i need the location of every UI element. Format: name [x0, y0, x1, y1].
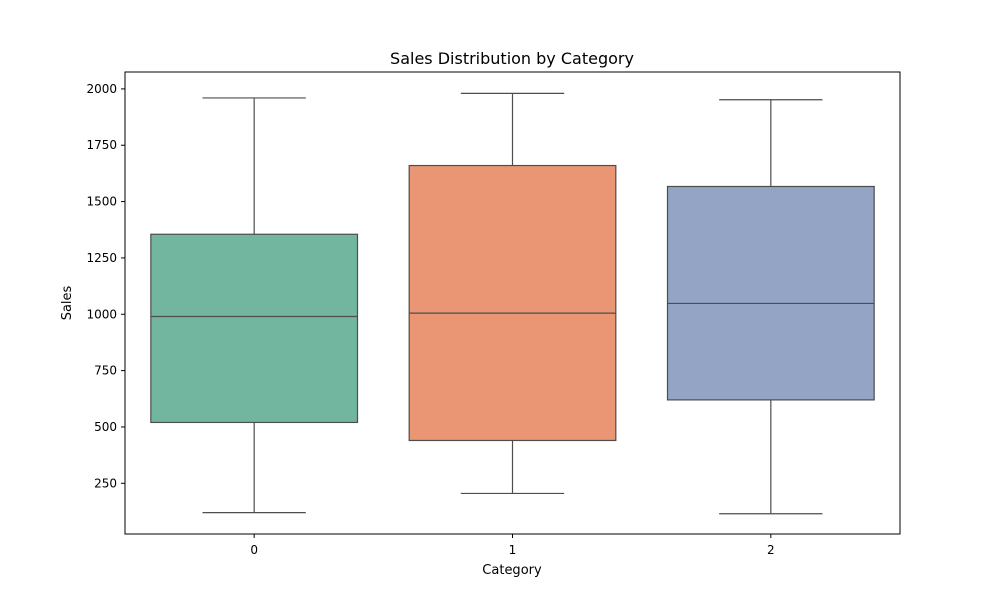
y-tick-label: 1000	[86, 307, 117, 321]
y-tick-label: 1500	[86, 195, 117, 209]
y-axis: 250 500 750 1000 1250 1500 1750 2000	[86, 82, 125, 490]
y-axis-label: Sales	[60, 285, 75, 320]
x-tick-label: 0	[250, 543, 258, 557]
y-tick-label: 2000	[86, 82, 117, 96]
x-axis-label: Category	[482, 563, 542, 578]
box-category-1	[408, 92, 617, 495]
box-category-2	[666, 99, 875, 515]
plot-area	[150, 92, 875, 515]
y-tick-label: 1750	[86, 138, 117, 152]
y-tick-label: 250	[94, 476, 117, 490]
iqr-box	[150, 233, 359, 424]
y-tick-label: 500	[94, 420, 117, 434]
x-axis: 0 1 2	[250, 534, 775, 557]
x-tick-label: 1	[509, 543, 517, 557]
y-tick-label: 1250	[86, 251, 117, 265]
iqr-box	[666, 185, 875, 401]
chart-title: Sales Distribution by Category	[390, 49, 634, 68]
x-tick-label: 2	[767, 543, 775, 557]
y-tick-label: 750	[94, 364, 117, 378]
box-category-0	[150, 97, 359, 514]
iqr-box	[408, 164, 617, 442]
